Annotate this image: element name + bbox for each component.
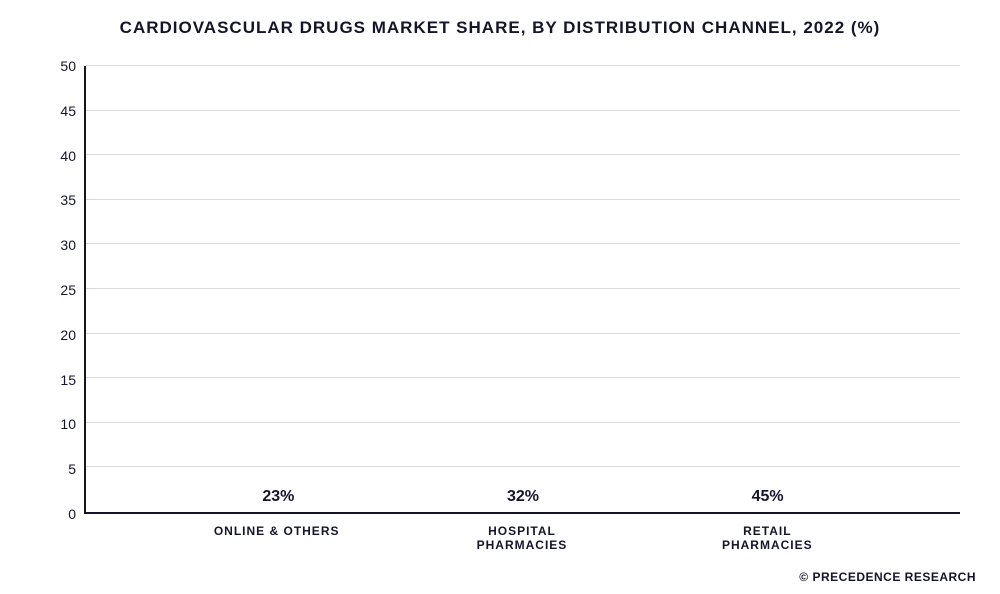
- x-tick-label: HOSPITAL PHARMACIES: [452, 524, 592, 552]
- x-tick-label: ONLINE & OTHERS: [207, 524, 347, 552]
- grid-line: [86, 377, 960, 378]
- grid-line: [86, 466, 960, 467]
- y-tick-label: 50: [60, 58, 76, 74]
- y-tick-label: 25: [60, 282, 76, 298]
- y-tick-label: 35: [60, 192, 76, 208]
- grid-line: [86, 243, 960, 244]
- grid-line: [86, 422, 960, 423]
- plot-area: 05101520253035404550 23%32%45%: [40, 66, 960, 514]
- y-tick-label: 15: [60, 372, 76, 388]
- grid-line: [86, 333, 960, 334]
- grid-line: [86, 154, 960, 155]
- chart-title: CARDIOVASCULAR DRUGS MARKET SHARE, BY DI…: [40, 18, 960, 38]
- y-tick-label: 30: [60, 237, 76, 253]
- grid-line: [86, 199, 960, 200]
- grid-line: [86, 288, 960, 289]
- bars-row: 23% 32% 45%: [86, 66, 960, 512]
- chart-container: CARDIOVASCULAR DRUGS MARKET SHARE, BY DI…: [0, 0, 1000, 594]
- attribution-text: © PRECEDENCE RESEARCH: [799, 570, 976, 584]
- bar-value-label: 45%: [752, 488, 784, 506]
- y-tick-label: 5: [68, 461, 76, 477]
- bar-group: 45%: [698, 488, 838, 512]
- bar-group: 23%: [208, 488, 348, 512]
- y-tick-label: 45: [60, 103, 76, 119]
- x-tick-label: RETAIL PHARMACIES: [697, 524, 837, 552]
- bar-value-label: 32%: [507, 488, 539, 506]
- grid-line: [86, 110, 960, 111]
- y-tick-label: 10: [60, 416, 76, 432]
- bars-region: 23% 32% 45%: [84, 66, 960, 514]
- y-axis: 05101520253035404550: [40, 66, 84, 514]
- y-tick-label: 20: [60, 327, 76, 343]
- bar-value-label: 23%: [262, 488, 294, 506]
- y-tick-label: 40: [60, 148, 76, 164]
- grid-line: [86, 65, 960, 66]
- y-tick-label: 0: [68, 506, 76, 522]
- bar-group: 32%: [453, 488, 593, 512]
- x-axis: ONLINE & OTHERS HOSPITAL PHARMACIES RETAIL…: [84, 514, 960, 552]
